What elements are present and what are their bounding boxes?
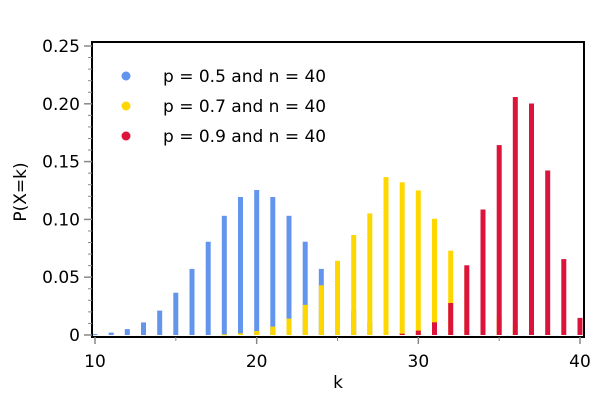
bar: [448, 250, 454, 335]
bar: [529, 103, 534, 335]
bar: [205, 241, 211, 335]
legend-marker-icon: [121, 131, 131, 141]
bar: [286, 215, 292, 335]
x-tick-label: 30: [408, 352, 430, 372]
x-tick-label: 40: [569, 352, 591, 372]
bar: [496, 145, 502, 335]
bar: [448, 303, 454, 335]
bar: [561, 259, 567, 335]
bar: [383, 177, 389, 335]
bar: [545, 170, 551, 335]
bar-series-group: [92, 97, 583, 336]
y-tick-label: 0.10: [42, 210, 80, 230]
bar: [92, 334, 98, 336]
legend-marker-icon: [121, 71, 131, 81]
bar: [286, 318, 292, 335]
bar: [157, 310, 163, 335]
x-tick-label: 20: [246, 352, 268, 372]
y-axis: 0 0.05 0.10 0.15 0.20 0.25: [42, 37, 92, 346]
legend: p = 0.5 and n = 40 p = 0.7 and n = 40 p = …: [121, 67, 326, 147]
bar: [238, 333, 243, 335]
y-tick-label: 0.20: [42, 95, 80, 115]
bar: [577, 317, 583, 335]
legend-marker-icon: [121, 101, 131, 111]
x-tick-label: 10: [84, 352, 106, 372]
bar: [221, 334, 227, 336]
bar: [464, 265, 470, 335]
bar: [367, 213, 373, 335]
y-tick-label: 0.15: [42, 153, 80, 173]
bar: [512, 97, 518, 335]
bar: [270, 326, 276, 335]
y-tick-label: 0.25: [42, 37, 80, 57]
bar: [221, 215, 227, 335]
bar: [351, 235, 357, 335]
y-tick-label: 0: [69, 326, 80, 346]
bar: [108, 332, 114, 335]
legend-label: p = 0.5 and n = 40: [163, 67, 326, 87]
bar: [415, 330, 421, 335]
bar: [141, 322, 146, 335]
bar: [254, 331, 260, 335]
bar: [124, 329, 130, 335]
bar: [399, 182, 405, 335]
bar: [399, 333, 405, 335]
legend-label: p = 0.9 and n = 40: [163, 127, 326, 147]
y-tick-label: 0.05: [42, 268, 80, 288]
x-axis-label: k: [333, 373, 343, 393]
bar: [415, 190, 421, 335]
x-axis: 10 20 30 40: [84, 337, 591, 372]
bar: [432, 218, 437, 335]
bar: [480, 209, 486, 335]
bar: [270, 197, 276, 335]
legend-label: p = 0.7 and n = 40: [163, 97, 326, 117]
bar: [432, 322, 437, 335]
bar: [318, 285, 324, 335]
bar: [335, 260, 340, 335]
bar: [302, 304, 308, 335]
y-axis-label: P(X=k): [11, 162, 31, 221]
bar: [173, 292, 179, 335]
bar: [189, 268, 195, 335]
bar: [238, 197, 243, 335]
bar: [254, 190, 260, 335]
bar: [302, 241, 308, 335]
